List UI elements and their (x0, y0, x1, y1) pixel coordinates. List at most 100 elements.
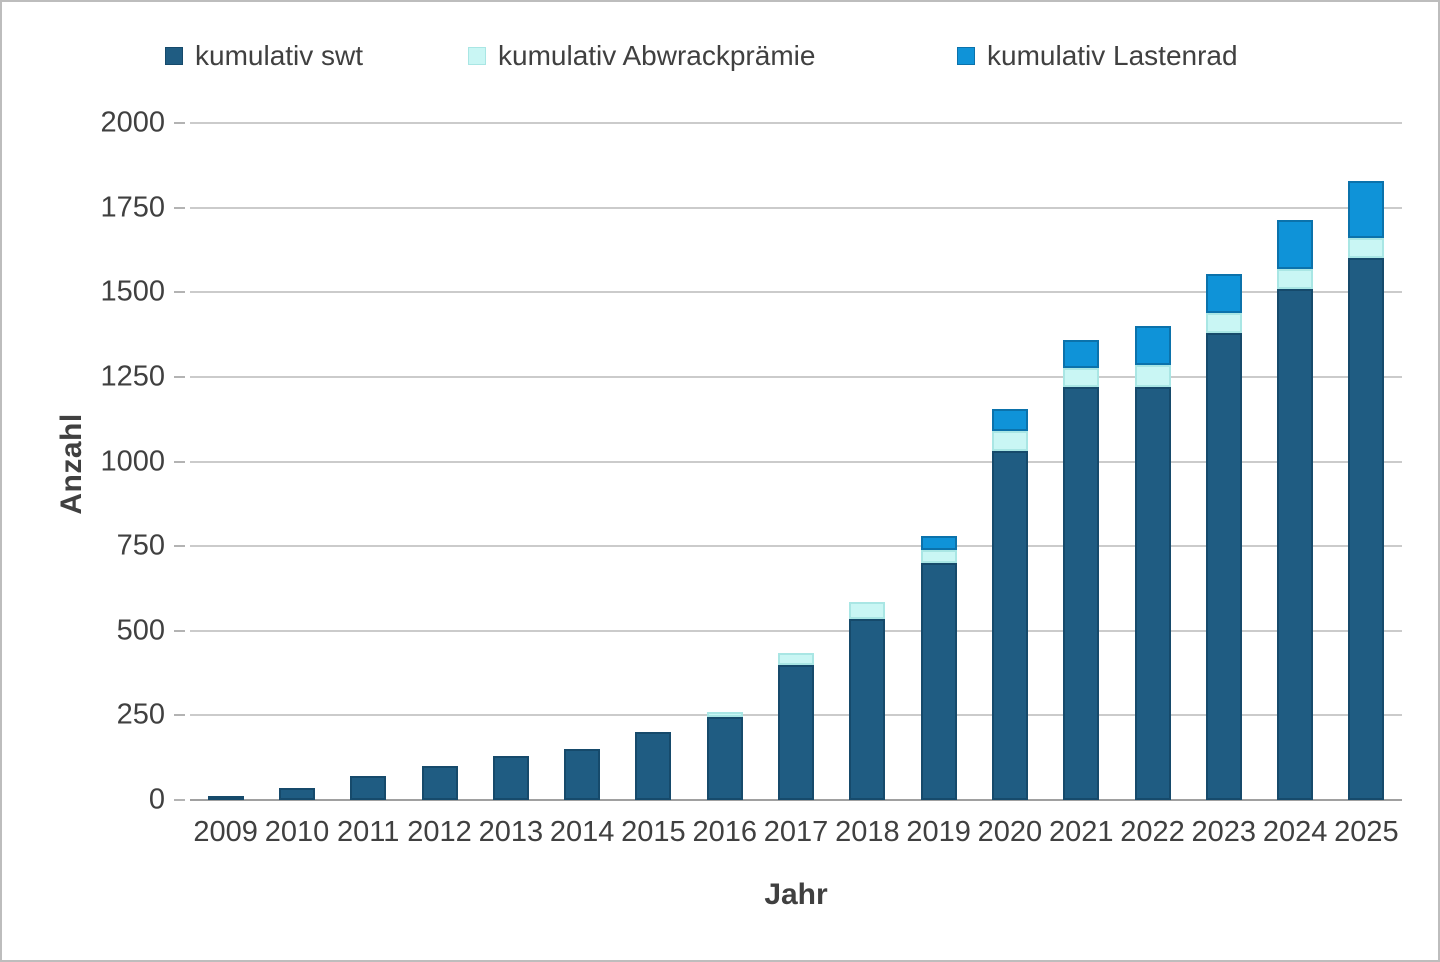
y-tick-label: 1250 (100, 360, 165, 393)
bar-segment-kumulativ-abwrackpramie (1348, 238, 1385, 259)
bar-2011 (333, 123, 404, 800)
baseline (190, 799, 1402, 801)
bar-2016 (689, 123, 760, 800)
bar-segment-kumulativ-lastenrad (1348, 180, 1385, 239)
bar-segment-kumulativ-swt (849, 618, 886, 800)
plot-area (174, 122, 1402, 801)
bar-segment-kumulativ-swt (1063, 387, 1100, 800)
bar-segment-kumulativ-lastenrad (1277, 219, 1314, 269)
y-tick-mark (174, 799, 185, 801)
bar-segment-kumulativ-lastenrad (1205, 273, 1242, 313)
bar-segment-kumulativ-abwrackpramie (849, 601, 886, 619)
bar-segment-kumulativ-swt (350, 776, 387, 800)
y-tick-label: 1750 (100, 191, 165, 224)
bar-segment-kumulativ-abwrackpramie (778, 652, 815, 665)
x-tick-label: 2017 (763, 816, 829, 848)
bar-segment-kumulativ-swt (421, 766, 458, 800)
x-tick-label: 2012 (407, 816, 472, 848)
bar-segment-kumulativ-swt (278, 788, 315, 800)
bar-segment-kumulativ-swt (1134, 387, 1171, 800)
bar-segment-kumulativ-swt (1348, 258, 1385, 800)
y-tick-mark (174, 291, 185, 294)
bar-segment-kumulativ-lastenrad (1134, 326, 1171, 366)
legend-swatch-kumulativ-abwrackpramie (468, 47, 486, 65)
y-tick-mark (174, 375, 185, 378)
y-tick-label: 1000 (100, 445, 165, 477)
bar-segment-kumulativ-swt (492, 756, 529, 800)
bar-segment-kumulativ-abwrackpramie (1063, 368, 1100, 388)
y-tick-label: 0 (148, 783, 165, 816)
legend-label: kumulativ Abwrackprämie (498, 40, 816, 71)
x-tick-label: 2015 (621, 816, 686, 848)
legend-label: kumulativ swt (195, 40, 364, 71)
y-tick-mark (174, 460, 185, 463)
bar-segment-kumulativ-abwrackpramie (991, 431, 1028, 452)
gridline-1250 (190, 375, 1402, 378)
bar-2017 (760, 123, 831, 800)
bar-segment-kumulativ-lastenrad (1063, 339, 1100, 369)
y-tick-label: 250 (116, 698, 165, 731)
bar-2012 (404, 123, 475, 800)
x-tick-label: 2023 (1191, 816, 1257, 848)
legend-item-kumulativ-lastenrad: kumulativ Lastenrad (957, 40, 1238, 72)
bar-segment-kumulativ-swt (991, 451, 1028, 800)
bar-segment-kumulativ-swt (778, 664, 815, 800)
bar-2009 (190, 123, 261, 800)
bar-segment-kumulativ-lastenrad (991, 409, 1028, 432)
bar-segment-kumulativ-abwrackpramie (1134, 365, 1171, 388)
bar-2013 (475, 123, 546, 800)
bar-segment-kumulativ-abwrackpramie (706, 712, 743, 718)
y-tick-label: 2000 (100, 106, 165, 139)
y-tick-mark (174, 122, 185, 124)
legend-item-kumulativ-abwrackpramie: kumulativ Abwrackprämie (468, 40, 815, 72)
y-axis-tick-labels: 0 250 500 750 1000 1250 1500 1750 2000 (2, 108, 165, 814)
x-tick-label: 2009 (193, 816, 258, 848)
y-tick-label: 500 (116, 614, 165, 647)
legend-label: kumulativ Lastenrad (987, 40, 1238, 71)
legend: kumulativ swt kumulativ Abwrackprämie kumu… (2, 40, 1438, 76)
gridline-1750 (190, 206, 1402, 209)
y-tick-label: 750 (116, 529, 165, 562)
y-tick-mark (174, 714, 185, 717)
legend-item-kumulativ-swt: kumulativ swt (165, 40, 363, 72)
bar-segment-kumulativ-swt (920, 563, 957, 800)
x-axis-tick-labels: 2009 2010 2011 2012 2013 2014 2015 2016 2017 2018… (190, 816, 1402, 849)
bar-2025 (1331, 123, 1402, 800)
x-tick-label: 2011 (337, 816, 400, 848)
x-tick-label: 2025 (1334, 816, 1399, 848)
y-tick-mark (174, 629, 185, 632)
gridline-1000 (190, 460, 1402, 463)
y-tick-mark (174, 545, 185, 548)
bar-2010 (261, 123, 332, 800)
gridline-500 (190, 629, 1402, 632)
bar-2015 (618, 123, 689, 800)
x-tick-label: 2010 (264, 816, 330, 848)
bar-segment-kumulativ-abwrackpramie (1205, 312, 1242, 333)
gridline-1500 (190, 291, 1402, 294)
x-tick-label: 2019 (906, 816, 971, 848)
bar-2023 (1188, 123, 1259, 800)
bar-segment-kumulativ-lastenrad (920, 536, 957, 550)
bar-segment-kumulativ-swt (1205, 332, 1242, 800)
gridline-750 (190, 545, 1402, 548)
x-tick-label: 2016 (692, 816, 757, 848)
bar-2021 (1046, 123, 1117, 800)
bar-2020 (974, 123, 1045, 800)
x-tick-label: 2013 (478, 816, 544, 848)
y-tick-mark (174, 206, 185, 209)
bar-segment-kumulativ-abwrackpramie (1277, 268, 1314, 289)
legend-swatch-kumulativ-lastenrad (957, 47, 975, 65)
gridline-2000 (190, 122, 1402, 124)
bar-2022 (1117, 123, 1188, 800)
legend-swatch-kumulativ-swt (165, 47, 183, 65)
bar-segment-kumulativ-swt (207, 795, 244, 800)
bar-2024 (1259, 123, 1330, 800)
bar-2019 (903, 123, 974, 800)
x-tick-label: 2022 (1120, 816, 1185, 848)
bar-2018 (832, 123, 903, 800)
bar-segment-kumulativ-swt (706, 717, 743, 800)
x-tick-label: 2024 (1262, 816, 1328, 848)
bars (190, 123, 1402, 800)
bar-segment-kumulativ-swt (635, 732, 672, 800)
